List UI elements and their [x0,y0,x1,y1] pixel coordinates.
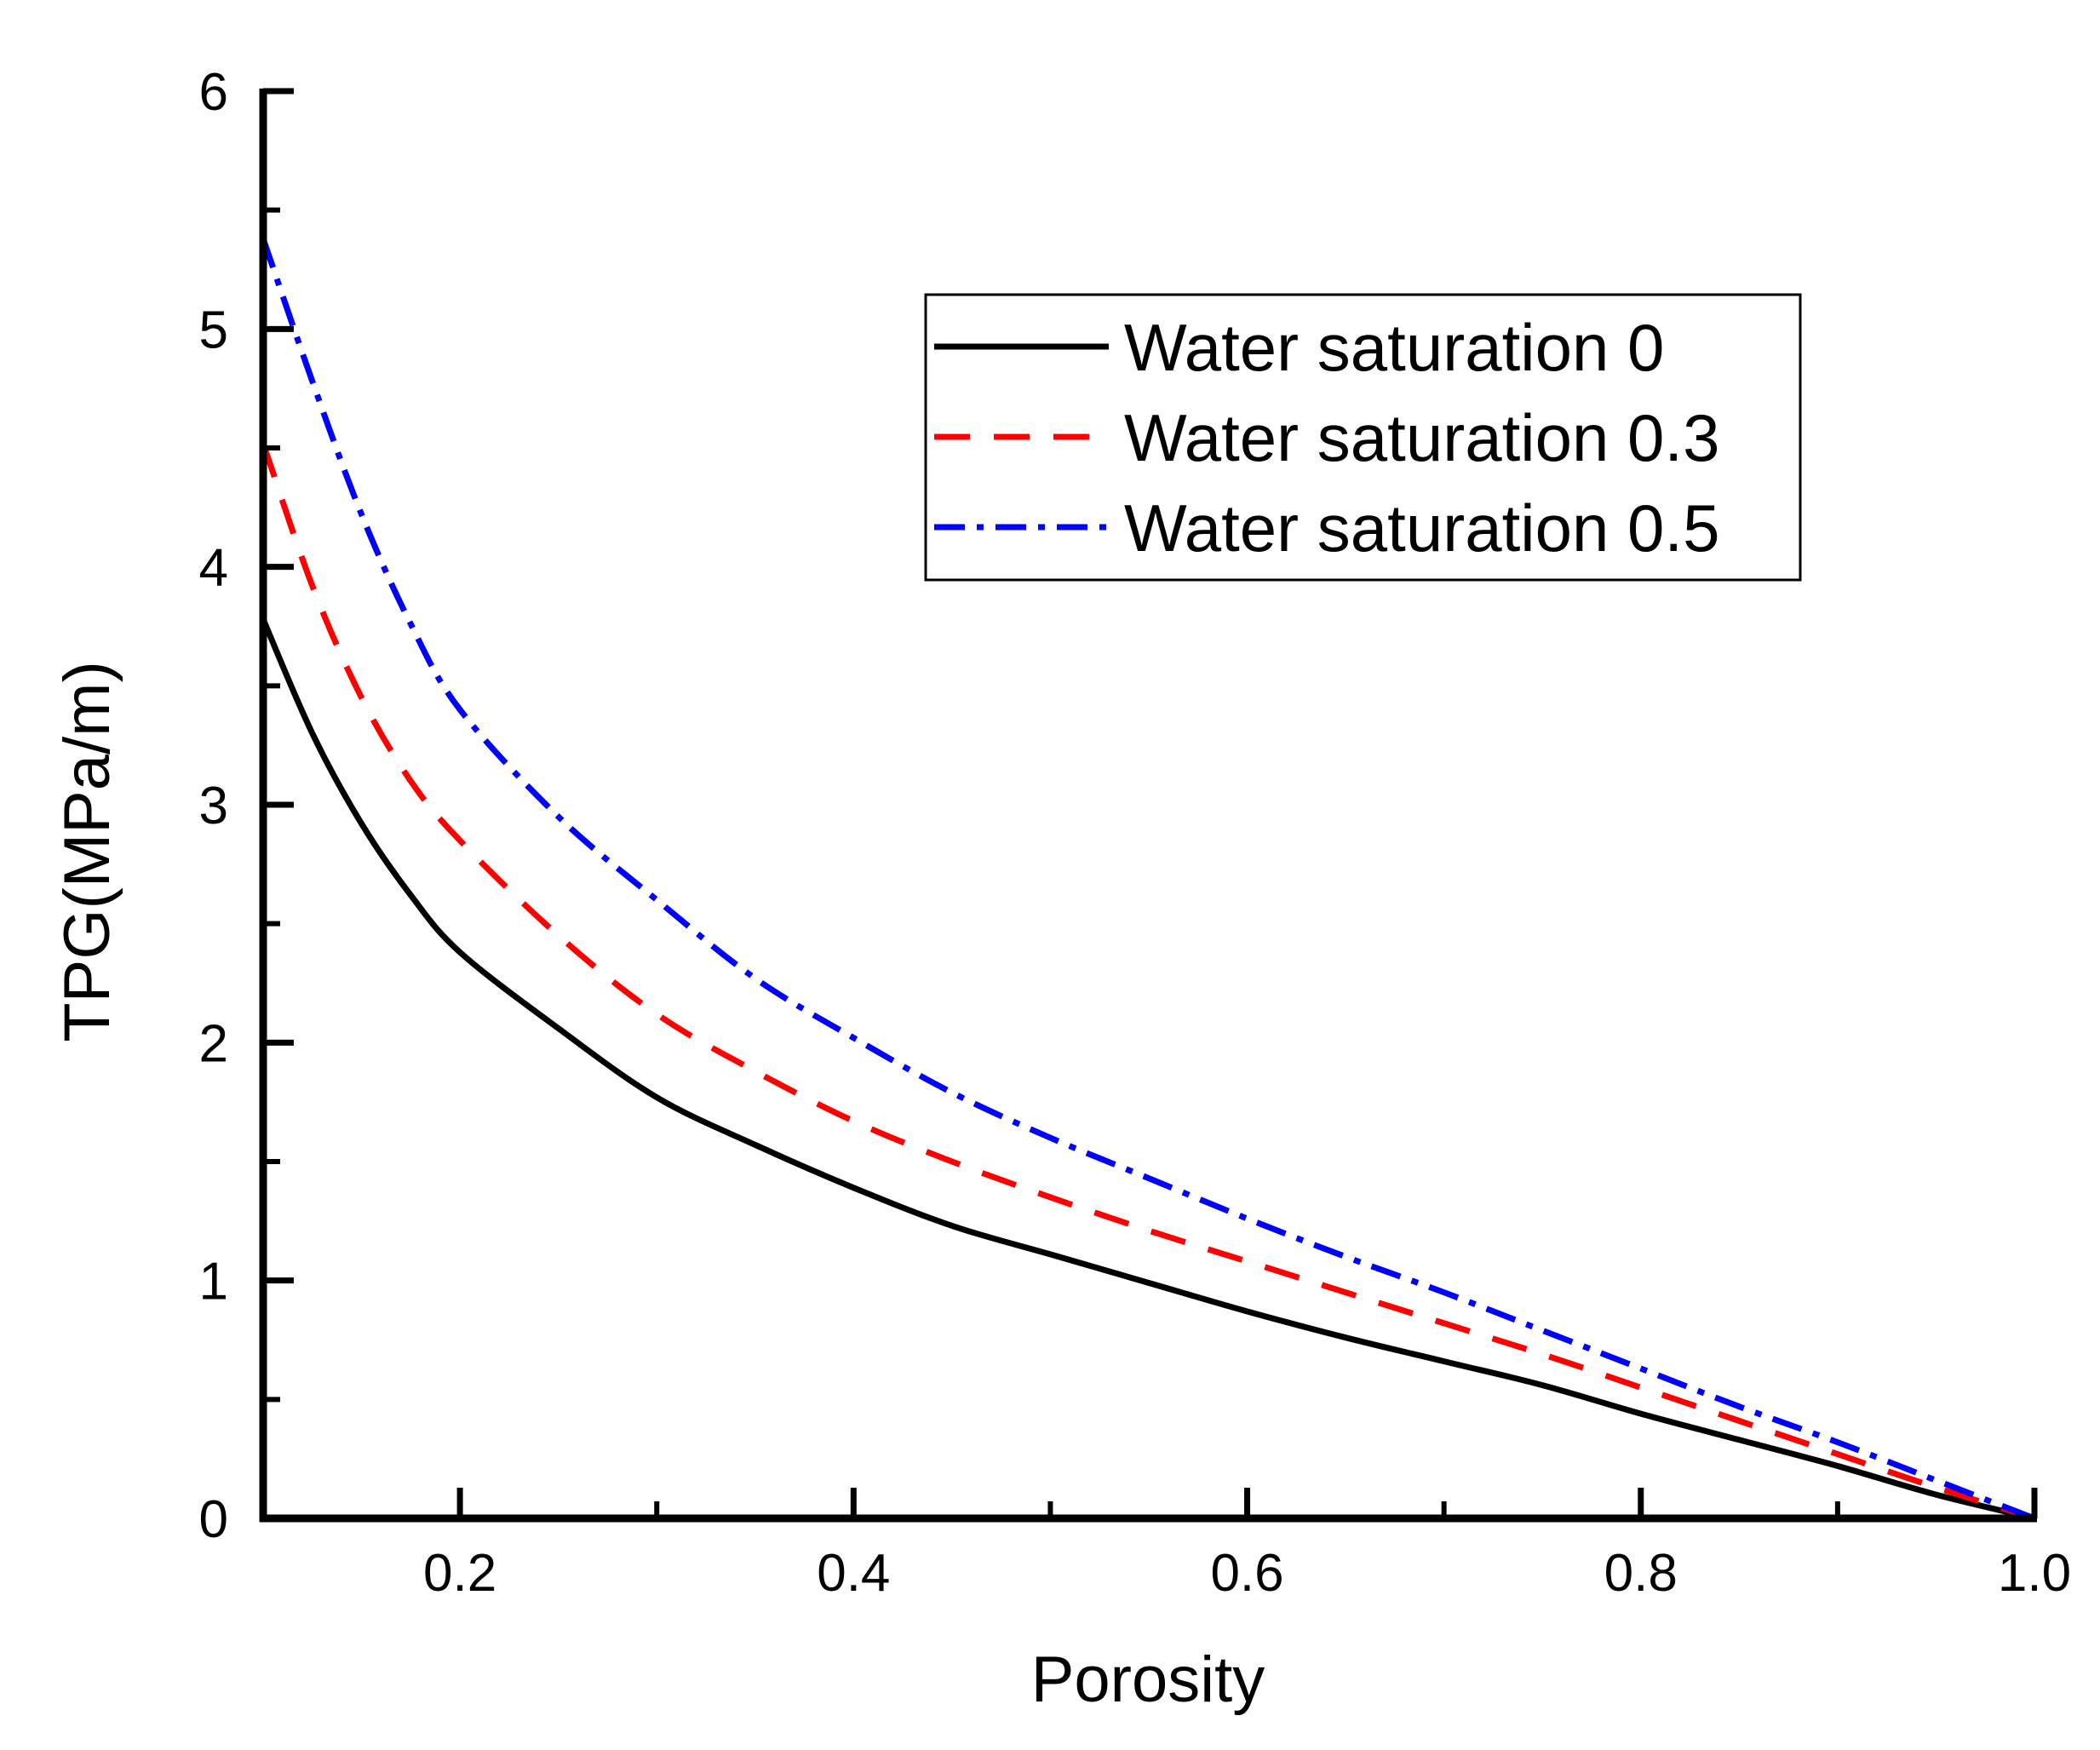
y-tick-label: 5 [199,301,228,359]
x-tick-label: 1.0 [1998,1544,2071,1603]
y-tick-label: 3 [199,777,228,835]
tick-labels: 0.2 0.4 0.6 0.8 1.0 0 1 2 3 4 5 6 [199,63,2072,1603]
y-axis-title: TPG(MPa/m) [51,661,123,1042]
series-lines [260,238,2036,1522]
legend: Water saturation 0 Water saturation 0.3 Wa… [924,293,1802,582]
series-line-2 [260,238,2036,1522]
series-line-0 [260,617,2035,1522]
y-tick-label: 2 [199,1014,228,1073]
x-tick-label: 0.6 [1210,1544,1283,1603]
x-tick-label: 0.2 [423,1544,496,1603]
x-axis-title: Porosity [1031,1644,1265,1716]
tick-marks [263,88,2038,1522]
legend-label-1: Water saturation 0.3 [1124,400,1719,475]
y-tick-label: 4 [199,539,228,598]
x-tick-label: 0.4 [817,1544,890,1603]
legend-label-2: Water saturation 0.5 [1124,491,1719,565]
y-tick-label: 6 [199,63,228,122]
x-tick-label: 0.8 [1604,1544,1678,1603]
series-line-1 [260,442,2036,1522]
y-tick-label: 0 [199,1490,228,1549]
legend-label-0: Water saturation 0 [1124,310,1664,385]
y-tick-label: 1 [199,1253,228,1311]
